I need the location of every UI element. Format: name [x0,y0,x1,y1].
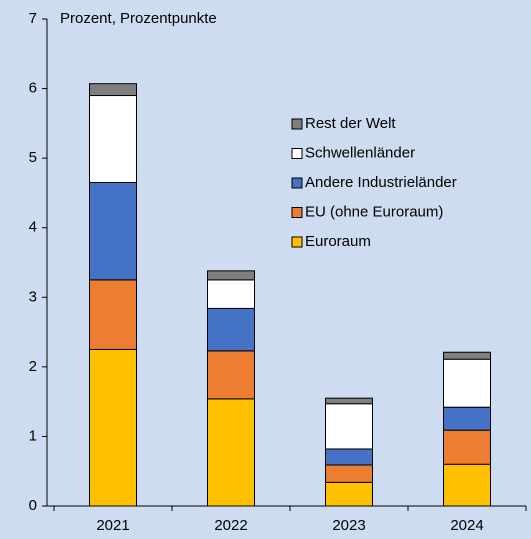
bar-segment [443,351,491,360]
bar-segment [325,397,373,405]
bar-segment [443,358,491,408]
legend-swatch [291,118,303,130]
bar-segment [325,481,373,507]
y-tick-label: 2 [29,358,37,375]
bar-segment [325,403,373,450]
y-tick-label: 5 [29,149,37,166]
bar-segment [325,464,373,483]
bar-segment [207,350,255,400]
bar-segment [443,429,491,465]
legend-label: EU (ohne Euroraum) [305,203,443,220]
y-tick-label: 4 [29,219,37,236]
x-tick-label: 2021 [96,517,129,534]
legend-label: Schwellenländer [305,144,415,161]
legend-swatch [291,177,303,189]
bar-segment [207,398,255,507]
bar-segment [207,307,255,352]
bar-segment [89,279,137,350]
y-tick-label: 6 [29,80,37,97]
bar-segment [89,181,137,281]
legend-swatch [291,207,303,218]
bar-segment [89,83,137,97]
y-tick-label: 1 [29,427,37,444]
legend-swatch [291,148,303,159]
y-tick-label: 0 [29,497,37,514]
legend-label: Andere Industrieländer [305,174,457,191]
bar-segment [443,406,491,431]
y-tick-label: 3 [29,288,37,305]
x-tick-label: 2023 [332,517,365,534]
bar-segment [89,348,137,507]
bar-segment [325,448,373,466]
y-tick-label: 7 [29,10,37,27]
legend-label: Rest der Welt [305,115,396,132]
chart-title: Prozent, Prozentpunkte [60,10,217,27]
bar-segment [207,270,255,281]
x-tick-label: 2022 [214,517,247,534]
x-tick-label: 2024 [450,517,483,534]
legend-label: Euroraum [305,233,371,250]
bar-segment [89,95,137,183]
bar-segment [443,463,491,507]
legend-swatch [291,236,303,248]
bar-segment [207,279,255,309]
